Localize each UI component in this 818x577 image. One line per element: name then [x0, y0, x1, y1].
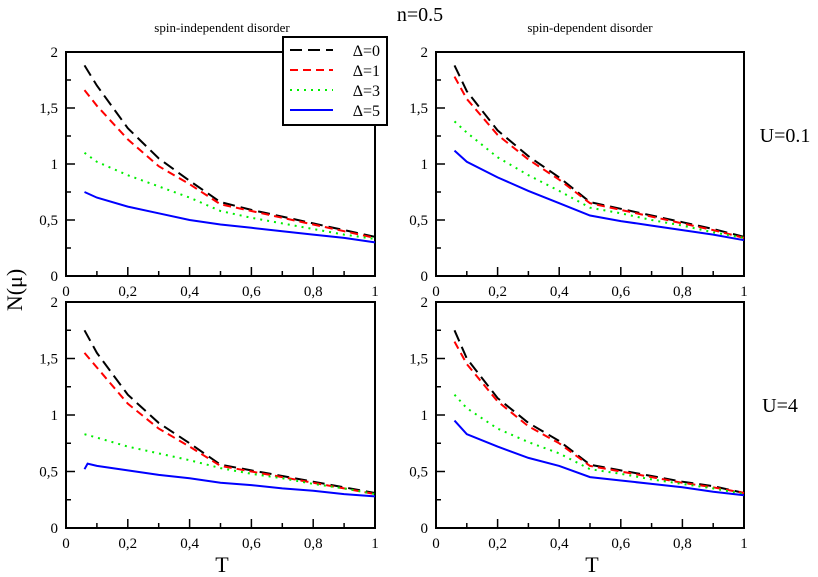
y-tick-label: 0,5 [39, 465, 58, 481]
plot-frame [435, 301, 745, 529]
x-tick-label: 0,4 [550, 536, 569, 552]
x-tick-label: 1 [371, 536, 379, 552]
y-tick-label: 2 [51, 45, 59, 61]
y-tick-label: 1,5 [409, 352, 428, 368]
series-line-2 [453, 120, 745, 239]
y-tick-label: 1,5 [409, 101, 428, 117]
y-tick-label: 1,5 [39, 101, 58, 117]
x-tick-label: 0,8 [304, 536, 323, 552]
y-tick-label: 0 [421, 521, 429, 537]
x-tick-label: 0,2 [118, 536, 137, 552]
x-axis-label-right: T [585, 552, 599, 577]
figure-title: n=0.5 [397, 4, 443, 26]
x-tick-label: 0,2 [488, 536, 507, 552]
panel-title-left: spin-independent disorder [154, 20, 290, 35]
x-tick-label: 1 [740, 284, 748, 300]
series-line-0 [83, 329, 376, 494]
x-tick-label: 0,4 [550, 284, 569, 300]
x-tick-label: 0,8 [304, 284, 323, 300]
x-tick-label: 1 [371, 284, 379, 300]
panel-2: 0 0,2 0,4 0,6 0,8 1 0 0,5 1 1,5 2 [39, 295, 379, 552]
y-tick-label: 1 [51, 408, 59, 424]
x-tick-label: 0,6 [611, 536, 630, 552]
series-line-0 [453, 64, 745, 238]
y-tick-label: 0 [51, 269, 59, 285]
legend-box [282, 36, 388, 126]
y-tick-label: 1,5 [39, 352, 58, 368]
series-line-0 [83, 64, 376, 238]
x-tick-label: 0,8 [673, 536, 692, 552]
series-line-2 [453, 394, 745, 496]
legend-label: Δ=3 [353, 83, 380, 100]
legend: Δ=0 Δ=1 Δ=3 Δ=5 [282, 36, 388, 126]
y-axis-label: N(μ) [2, 269, 27, 311]
y-tick-label: 0 [51, 521, 59, 537]
x-tick-label: 0,4 [180, 536, 199, 552]
series-line-3 [453, 419, 745, 497]
series-line-3 [453, 149, 745, 242]
series-line-2 [83, 151, 376, 240]
panel-title-right: spin-dependent disorder [527, 20, 653, 35]
y-tick-label: 1 [421, 157, 429, 173]
series-line-1 [453, 341, 745, 494]
legend-label: Δ=5 [353, 103, 380, 120]
y-tick-label: 2 [51, 295, 59, 311]
series-line-3 [83, 462, 376, 498]
y-tick-label: 0,5 [409, 213, 428, 229]
x-tick-label: 0 [432, 284, 440, 300]
row-label-bottom: U=4 [762, 395, 798, 417]
legend-label: Δ=0 [353, 43, 380, 60]
panel-3: 0 0,2 0,4 0,6 0,8 1 0 0,5 1 1,5 2 [409, 295, 748, 552]
x-tick-label: 0,2 [488, 284, 507, 300]
series-line-1 [453, 76, 745, 239]
y-tick-label: 2 [421, 295, 429, 311]
y-tick-label: 1 [421, 408, 429, 424]
plot-frame [435, 51, 745, 277]
x-tick-label: 0,6 [611, 284, 630, 300]
x-tick-label: 0,6 [242, 284, 261, 300]
y-tick-label: 1 [51, 157, 59, 173]
series-line-1 [83, 352, 376, 496]
x-axis-label-left: T [215, 552, 229, 577]
x-tick-label: 0,8 [673, 284, 692, 300]
row-label-top: U=0.1 [760, 125, 811, 147]
plot-frame [65, 301, 376, 529]
y-tick-label: 2 [421, 45, 429, 61]
x-tick-label: 1 [740, 536, 748, 552]
series-line-0 [453, 329, 745, 494]
x-tick-label: 0 [62, 284, 70, 300]
y-tick-label: 0,5 [39, 213, 58, 229]
x-tick-label: 0,2 [118, 284, 137, 300]
series-line-3 [84, 191, 376, 244]
x-tick-label: 0 [62, 536, 70, 552]
y-tick-label: 0 [421, 269, 429, 285]
legend-label: Δ=1 [353, 63, 380, 80]
x-tick-label: 0,6 [242, 536, 261, 552]
panel-1: 0 0,2 0,4 0,6 0,8 1 0 0,5 1 1,5 2 [409, 45, 748, 300]
x-tick-label: 0 [432, 536, 440, 552]
x-tick-label: 0,4 [180, 284, 199, 300]
y-tick-label: 0,5 [409, 465, 428, 481]
panel-0: 0 0,2 0,4 0,6 0,8 1 0 0,5 1 1,5 2 Δ=0 Δ=1 Δ=3 Δ=5 [39, 36, 388, 300]
series-line-2 [84, 433, 376, 496]
